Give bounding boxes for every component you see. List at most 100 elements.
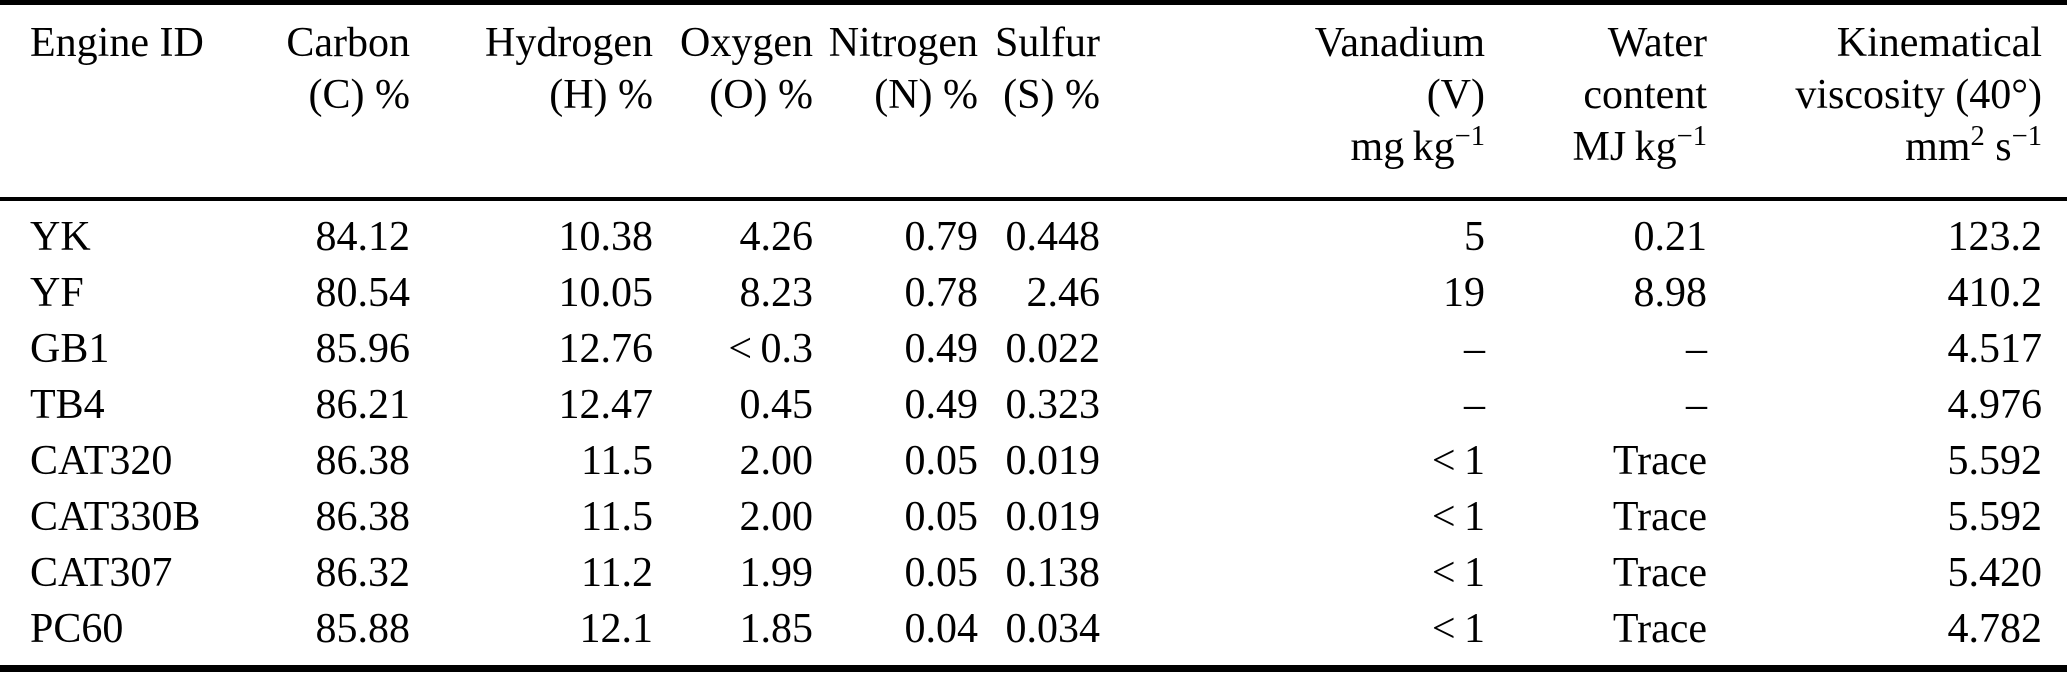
column-header-line: Oxygen	[680, 20, 813, 66]
value-cell-water-content: Trace	[1612, 550, 1707, 596]
value-cell-kinematical-viscosity: 4.782	[1947, 606, 2043, 652]
value-cell-hydrogen: 10.05	[558, 270, 654, 316]
value-cell-water-content: Trace	[1612, 494, 1707, 540]
value-cell-sulfur: 0.019	[1005, 494, 1101, 540]
column-header-line: Carbon	[286, 20, 410, 66]
engine-id-cell: CAT320	[30, 438, 173, 484]
value-cell-vanadium: 19	[1443, 270, 1485, 316]
value-cell-nitrogen: 0.79	[904, 214, 979, 260]
column-header-nitrogen: Nitrogen (N) %	[813, 2, 978, 201]
value-cell-carbon: 84.12	[315, 214, 411, 260]
column-header-line: mg kg−1	[1350, 121, 1485, 170]
engine-id-cell: YK	[30, 214, 91, 260]
value-cell-hydrogen: 12.1	[579, 606, 654, 652]
column-header-line: Water	[1607, 20, 1707, 66]
column-header-vanadium: Vanadium (V) mg kg−1	[1100, 2, 1485, 201]
table-row: YK 84.12 10.38 4.26 0.79 0.448 5 0.21 123.2	[0, 199, 2067, 265]
table-row: GB1 85.96 12.76 < 0.3 0.49 0.022 – – 4.517	[0, 321, 2067, 377]
value-cell-kinematical-viscosity: 4.976	[1947, 382, 2043, 428]
value-cell-vanadium: < 1	[1431, 494, 1485, 540]
value-cell-water-content: Trace	[1612, 606, 1707, 652]
column-header-line: Hydrogen	[485, 20, 653, 66]
value-cell-vanadium: 5	[1464, 214, 1485, 260]
value-cell-hydrogen: 10.38	[558, 214, 654, 260]
value-cell-kinematical-viscosity: 5.420	[1947, 550, 2043, 596]
column-header-line: Vanadium	[1314, 20, 1485, 66]
value-cell-carbon: 86.32	[315, 550, 411, 596]
table-row: CAT307 86.32 11.2 1.99 0.05 0.138 < 1 Trace 5.42…	[0, 545, 2067, 601]
value-cell-nitrogen: 0.05	[904, 550, 979, 596]
value-cell-sulfur: 0.138	[1005, 550, 1101, 596]
value-cell-oxygen: 8.23	[739, 270, 814, 316]
column-header-carbon: Carbon (C) %	[220, 2, 410, 201]
engine-id-cell: PC60	[30, 606, 124, 652]
column-header-line: (H) %	[549, 72, 653, 118]
value-cell-sulfur: 0.022	[1005, 326, 1101, 372]
value-cell-oxygen: 1.99	[739, 550, 814, 596]
column-header-line: Engine ID	[30, 20, 204, 66]
engine-id-cell: TB4	[30, 382, 105, 428]
column-header-line: viscosity (40°)	[1795, 72, 2042, 118]
value-cell-kinematical-viscosity: 410.2	[1947, 270, 2043, 316]
column-header-sulfur: Sulfur (S) %	[978, 2, 1100, 201]
table-header: Engine ID Carbon (C) % Hydrogen (H) % Oxygen (…	[0, 2, 2067, 201]
value-cell-oxygen: 2.00	[739, 438, 814, 484]
column-header-oxygen: Oxygen (O) %	[653, 2, 813, 201]
value-cell-kinematical-viscosity: 123.2	[1947, 214, 2043, 260]
column-header-line: (O) %	[709, 72, 813, 118]
value-cell-water-content: –	[1686, 382, 1707, 428]
column-header-line: Kinematical	[1836, 20, 2042, 66]
value-cell-hydrogen: 12.47	[558, 382, 654, 428]
value-cell-hydrogen: 11.5	[581, 438, 653, 484]
value-cell-sulfur: 0.323	[1005, 382, 1101, 428]
engine-id-cell: CAT330B	[30, 494, 201, 540]
table-row: CAT320 86.38 11.5 2.00 0.05 0.019 < 1 Trace 5.59…	[0, 433, 2067, 489]
value-cell-sulfur: 2.46	[1026, 270, 1101, 316]
value-cell-oxygen: 0.45	[739, 382, 814, 428]
value-cell-vanadium: –	[1464, 326, 1485, 372]
value-cell-oxygen: 2.00	[739, 494, 814, 540]
table-row: CAT330B 86.38 11.5 2.00 0.05 0.019 < 1 Trace 5.5…	[0, 489, 2067, 545]
value-cell-hydrogen: 11.2	[581, 550, 653, 596]
column-header-line: Sulfur	[995, 20, 1100, 66]
column-header-line: (V)	[1426, 72, 1485, 118]
engine-id-cell: CAT307	[30, 550, 173, 596]
value-cell-hydrogen: 12.76	[558, 326, 654, 372]
value-cell-oxygen: < 0.3	[728, 326, 813, 372]
table-row: PC60 85.88 12.1 1.85 0.04 0.034 < 1 Trace 4.782	[0, 601, 2067, 669]
value-cell-water-content: 8.98	[1633, 270, 1708, 316]
value-cell-water-content: –	[1686, 326, 1707, 372]
value-cell-kinematical-viscosity: 5.592	[1947, 494, 2043, 540]
value-cell-vanadium: < 1	[1431, 438, 1485, 484]
value-cell-nitrogen: 0.78	[904, 270, 979, 316]
value-cell-nitrogen: 0.05	[904, 494, 979, 540]
table-body: YK 84.12 10.38 4.26 0.79 0.448 5 0.21 123.2 YF 80.…	[0, 199, 2067, 669]
table-header-row: Engine ID Carbon (C) % Hydrogen (H) % Oxygen (…	[0, 2, 2067, 201]
value-cell-carbon: 85.96	[315, 326, 411, 372]
value-cell-vanadium: < 1	[1431, 606, 1485, 652]
value-cell-carbon: 80.54	[315, 270, 411, 316]
value-cell-vanadium: –	[1464, 382, 1485, 428]
value-cell-kinematical-viscosity: 5.592	[1947, 438, 2043, 484]
column-header-line: mm2 s−1	[1905, 121, 2042, 170]
value-cell-sulfur: 0.019	[1005, 438, 1101, 484]
column-header-kinematical-viscosity: Kinematical viscosity (40°) mm2 s−1	[1707, 2, 2067, 201]
engine-id-cell: YF	[30, 270, 84, 316]
column-header-line: content	[1583, 72, 1707, 118]
table-row: YF 80.54 10.05 8.23 0.78 2.46 19 8.98 410.2	[0, 265, 2067, 321]
column-header-hydrogen: Hydrogen (H) %	[410, 2, 653, 201]
column-header-engine-id: Engine ID	[0, 2, 220, 201]
value-cell-carbon: 86.21	[315, 382, 411, 428]
value-cell-water-content: Trace	[1612, 438, 1707, 484]
column-header-line: MJ kg−1	[1572, 121, 1707, 170]
value-cell-oxygen: 4.26	[739, 214, 814, 260]
column-header-line: (S) %	[1003, 72, 1100, 118]
value-cell-oxygen: 1.85	[739, 606, 814, 652]
table-row: TB4 86.21 12.47 0.45 0.49 0.323 – – 4.976	[0, 377, 2067, 433]
value-cell-carbon: 86.38	[315, 438, 411, 484]
column-header-line: Nitrogen	[828, 20, 978, 66]
value-cell-sulfur: 0.448	[1005, 214, 1101, 260]
value-cell-vanadium: < 1	[1431, 550, 1485, 596]
